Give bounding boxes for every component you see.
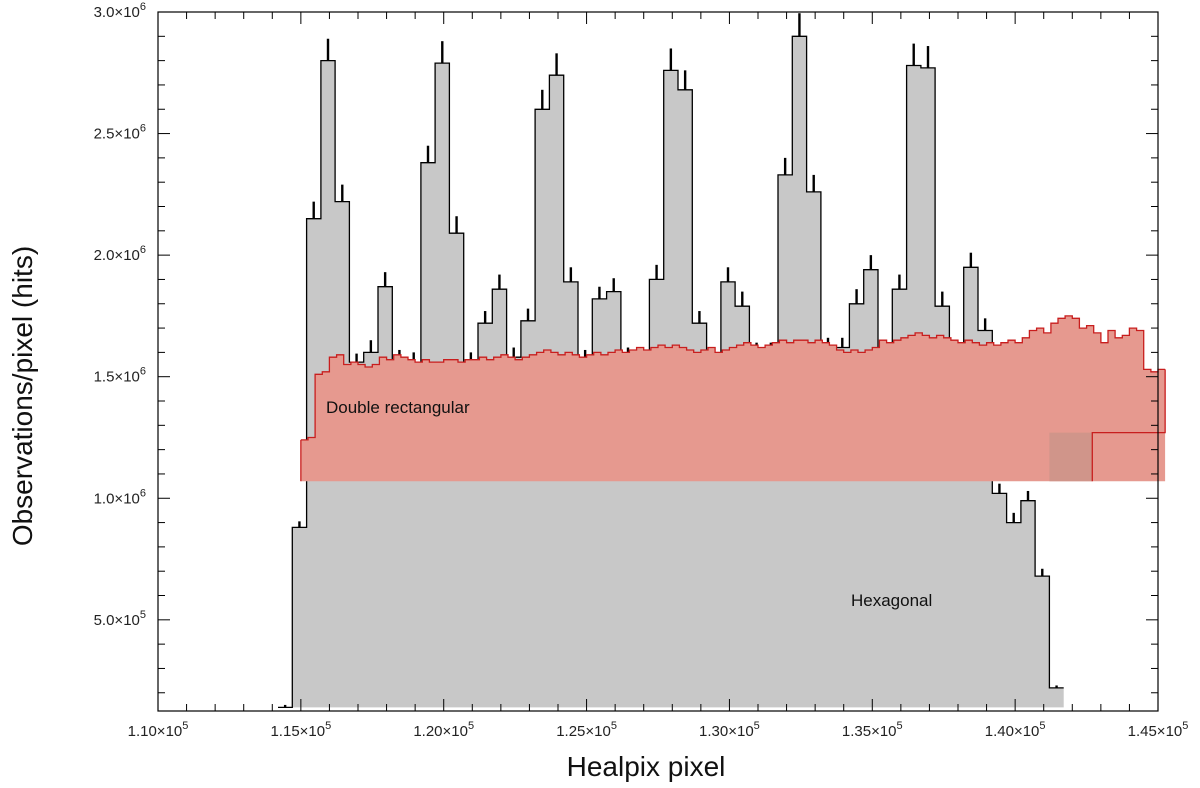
x-tick-label: 1.25×105 [556,720,617,740]
x-tick-label: 1.30×105 [699,720,760,740]
x-tick-label: 1.20×105 [413,720,474,740]
y-tick-label: 3.0×106 [94,1,146,21]
x-tick-label: 1.35×105 [842,720,903,740]
series-double-rectangular [300,315,1166,482]
y-tick-label: 1.0×106 [94,487,146,507]
double-rectangular-fill-area [300,315,1166,482]
double-rectangular-end-bin [1049,432,1093,482]
y-tick-label: 2.0×106 [94,244,146,264]
double-rectangular-step-line [300,315,1166,441]
plot-area [278,13,1166,709]
y-tick-label: 2.5×106 [94,123,146,143]
y-axis-title: Observations/pixel (hits) [7,246,38,546]
plot-frame [157,11,1159,712]
label-double-rectangular: Double rectangular [326,398,470,417]
x-tick-label: 1.15×105 [270,720,331,740]
x-axis-title: Healpix pixel [567,751,726,782]
axes: 1.10×105 1.15×105 1.20×105 1.25×105 1.30×105… [94,1,1189,740]
x-tick-label: 1.45×105 [1128,720,1189,740]
y-tick-label: 1.5×106 [94,366,146,386]
label-hexagonal: Hexagonal [851,591,932,610]
x-tick-label: 1.40×105 [985,720,1046,740]
y-tick-label: 5.0×105 [94,609,146,629]
double-rectangular-end-outline [1091,369,1166,482]
x-tick-label: 1.10×105 [128,720,189,740]
